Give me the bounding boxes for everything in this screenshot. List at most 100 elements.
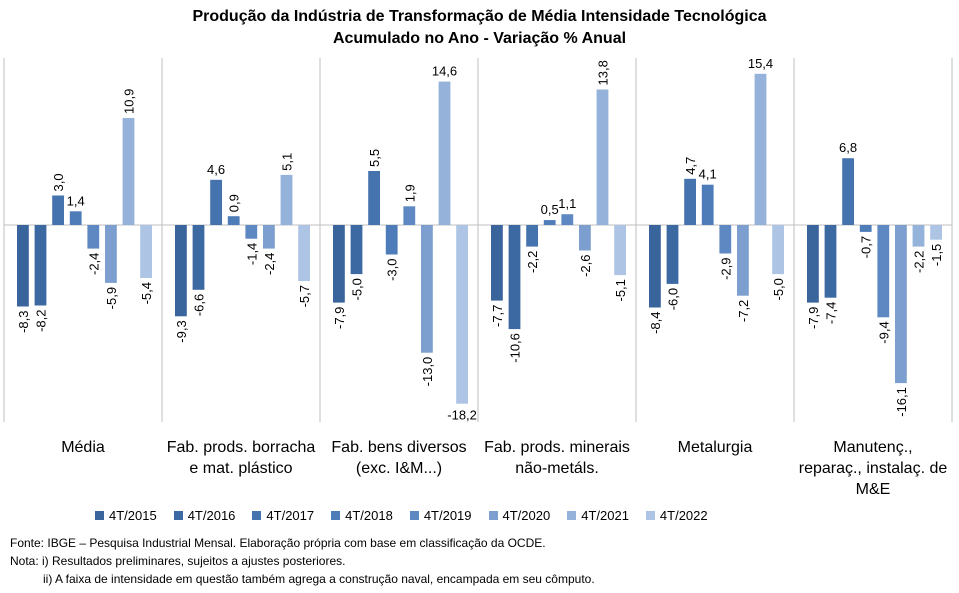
data-label: -9,4	[876, 321, 891, 343]
data-label: 1,4	[67, 193, 85, 208]
category-label: e mat. plástico	[189, 460, 292, 477]
bar	[754, 73, 767, 225]
bar	[333, 225, 345, 303]
data-label: -7,4	[824, 302, 839, 324]
source-note: Fonte: IBGE – Pesquisa Industrial Mensal…	[10, 536, 546, 550]
bar	[368, 171, 380, 225]
bar	[69, 211, 82, 225]
data-label: -5,4	[139, 282, 154, 304]
data-label: -3,0	[385, 259, 400, 281]
bar	[175, 225, 187, 317]
chart-notes: Fonte: IBGE – Pesquisa Industrial Mensal…	[10, 534, 950, 588]
bar	[350, 225, 363, 275]
bar	[912, 225, 925, 247]
bar	[17, 225, 29, 307]
legend-swatch	[331, 510, 341, 520]
bar	[877, 225, 890, 318]
data-label: -1,5	[929, 244, 944, 266]
data-label: -13,0	[420, 357, 435, 387]
chart-title: Produção da Indústria de Transformação d…	[192, 8, 767, 25]
bar	[227, 216, 240, 225]
bar	[421, 225, 433, 353]
data-label: -5,0	[771, 278, 786, 300]
data-label: 6,8	[839, 140, 857, 155]
bar	[649, 225, 661, 308]
data-label: -8,2	[34, 310, 49, 332]
bar	[438, 81, 451, 225]
data-label: -6,0	[666, 288, 681, 310]
chart-title-block: Produção da Indústria de Transformação d…	[0, 6, 959, 50]
data-label: -2,9	[718, 258, 733, 280]
bar	[737, 225, 749, 296]
legend-swatch	[95, 510, 104, 520]
data-label: -0,7	[859, 236, 874, 258]
legend-item: 4T/2019	[409, 508, 472, 523]
data-label: 0,9	[227, 194, 242, 212]
data-label: -5,7	[297, 285, 312, 307]
data-label: -5,9	[104, 287, 119, 309]
legend-item: 4T/2021	[567, 508, 629, 523]
data-label: -2,2	[525, 251, 540, 273]
bar-chart: -8,3 -8,23,01,4-2,4-5,910,9-5,4Média-9,3-…	[3, 56, 953, 498]
data-label: -5,0	[350, 278, 365, 300]
data-label: 0,5	[541, 202, 559, 217]
bar	[456, 225, 468, 404]
bar	[298, 225, 310, 281]
bar	[385, 225, 398, 255]
data-label: -1,4	[244, 243, 259, 265]
data-label: -7,9	[806, 307, 821, 329]
legend-label: 4T/2020	[502, 507, 551, 523]
data-label: -18,2	[447, 408, 477, 423]
bar	[543, 220, 556, 225]
data-label: -8,3	[16, 311, 31, 333]
legend-swatch	[409, 510, 419, 520]
legend-label: 4T/2021	[581, 507, 629, 523]
legend-label: 4T/2015	[109, 507, 157, 523]
bar	[859, 225, 872, 232]
legend-label: 4T/2016	[187, 507, 236, 523]
bar	[245, 225, 258, 239]
legend-item: 4T/2022	[645, 508, 708, 523]
bar	[596, 89, 609, 225]
bar	[263, 225, 275, 249]
data-label: 1,1	[558, 196, 576, 211]
bar	[140, 225, 152, 278]
data-label: 5,1	[280, 153, 295, 171]
category-label: Fab. bens diversos	[331, 439, 466, 456]
bar	[52, 195, 64, 225]
bar	[280, 174, 293, 225]
bar	[684, 178, 696, 225]
legend-swatch	[645, 510, 655, 520]
data-label: 4,1	[699, 167, 717, 182]
legend-swatch	[252, 510, 262, 520]
data-label: 5,5	[367, 149, 382, 167]
category-label: Manutenç.,	[833, 439, 912, 456]
data-label: -10,6	[508, 333, 523, 363]
category-label: não-metáls.	[515, 460, 599, 477]
data-label: 15,4	[748, 56, 773, 71]
bar	[508, 225, 521, 330]
bar	[614, 225, 626, 276]
data-label: 1,9	[402, 184, 417, 202]
data-label: -2,4	[262, 253, 277, 275]
category-label: M&E	[856, 481, 891, 498]
bar	[701, 184, 714, 225]
category-label: Metalurgia	[678, 439, 753, 456]
bar	[666, 225, 679, 284]
bar	[561, 214, 574, 225]
data-label: -8,4	[648, 312, 663, 334]
data-label: -2,2	[912, 251, 927, 273]
data-label: -7,2	[736, 300, 751, 322]
note-1: Nota: i) Resultados preliminares, sujeit…	[10, 554, 346, 568]
category-label: Média	[61, 439, 105, 456]
legend-swatch	[488, 510, 498, 520]
category-label: reparaç., instalaç. de	[799, 460, 948, 477]
legend-label: 4T/2018	[345, 507, 393, 523]
category-label: (exc. I&M...)	[356, 460, 442, 477]
data-label: -5,1	[613, 279, 628, 301]
chart-subtitle: Acumulado no Ano - Variação % Anual	[332, 30, 627, 47]
bar	[122, 118, 135, 225]
bar	[895, 225, 907, 384]
category-label: Fab. prods. borracha	[167, 439, 316, 456]
data-label: 14,6	[432, 64, 457, 79]
